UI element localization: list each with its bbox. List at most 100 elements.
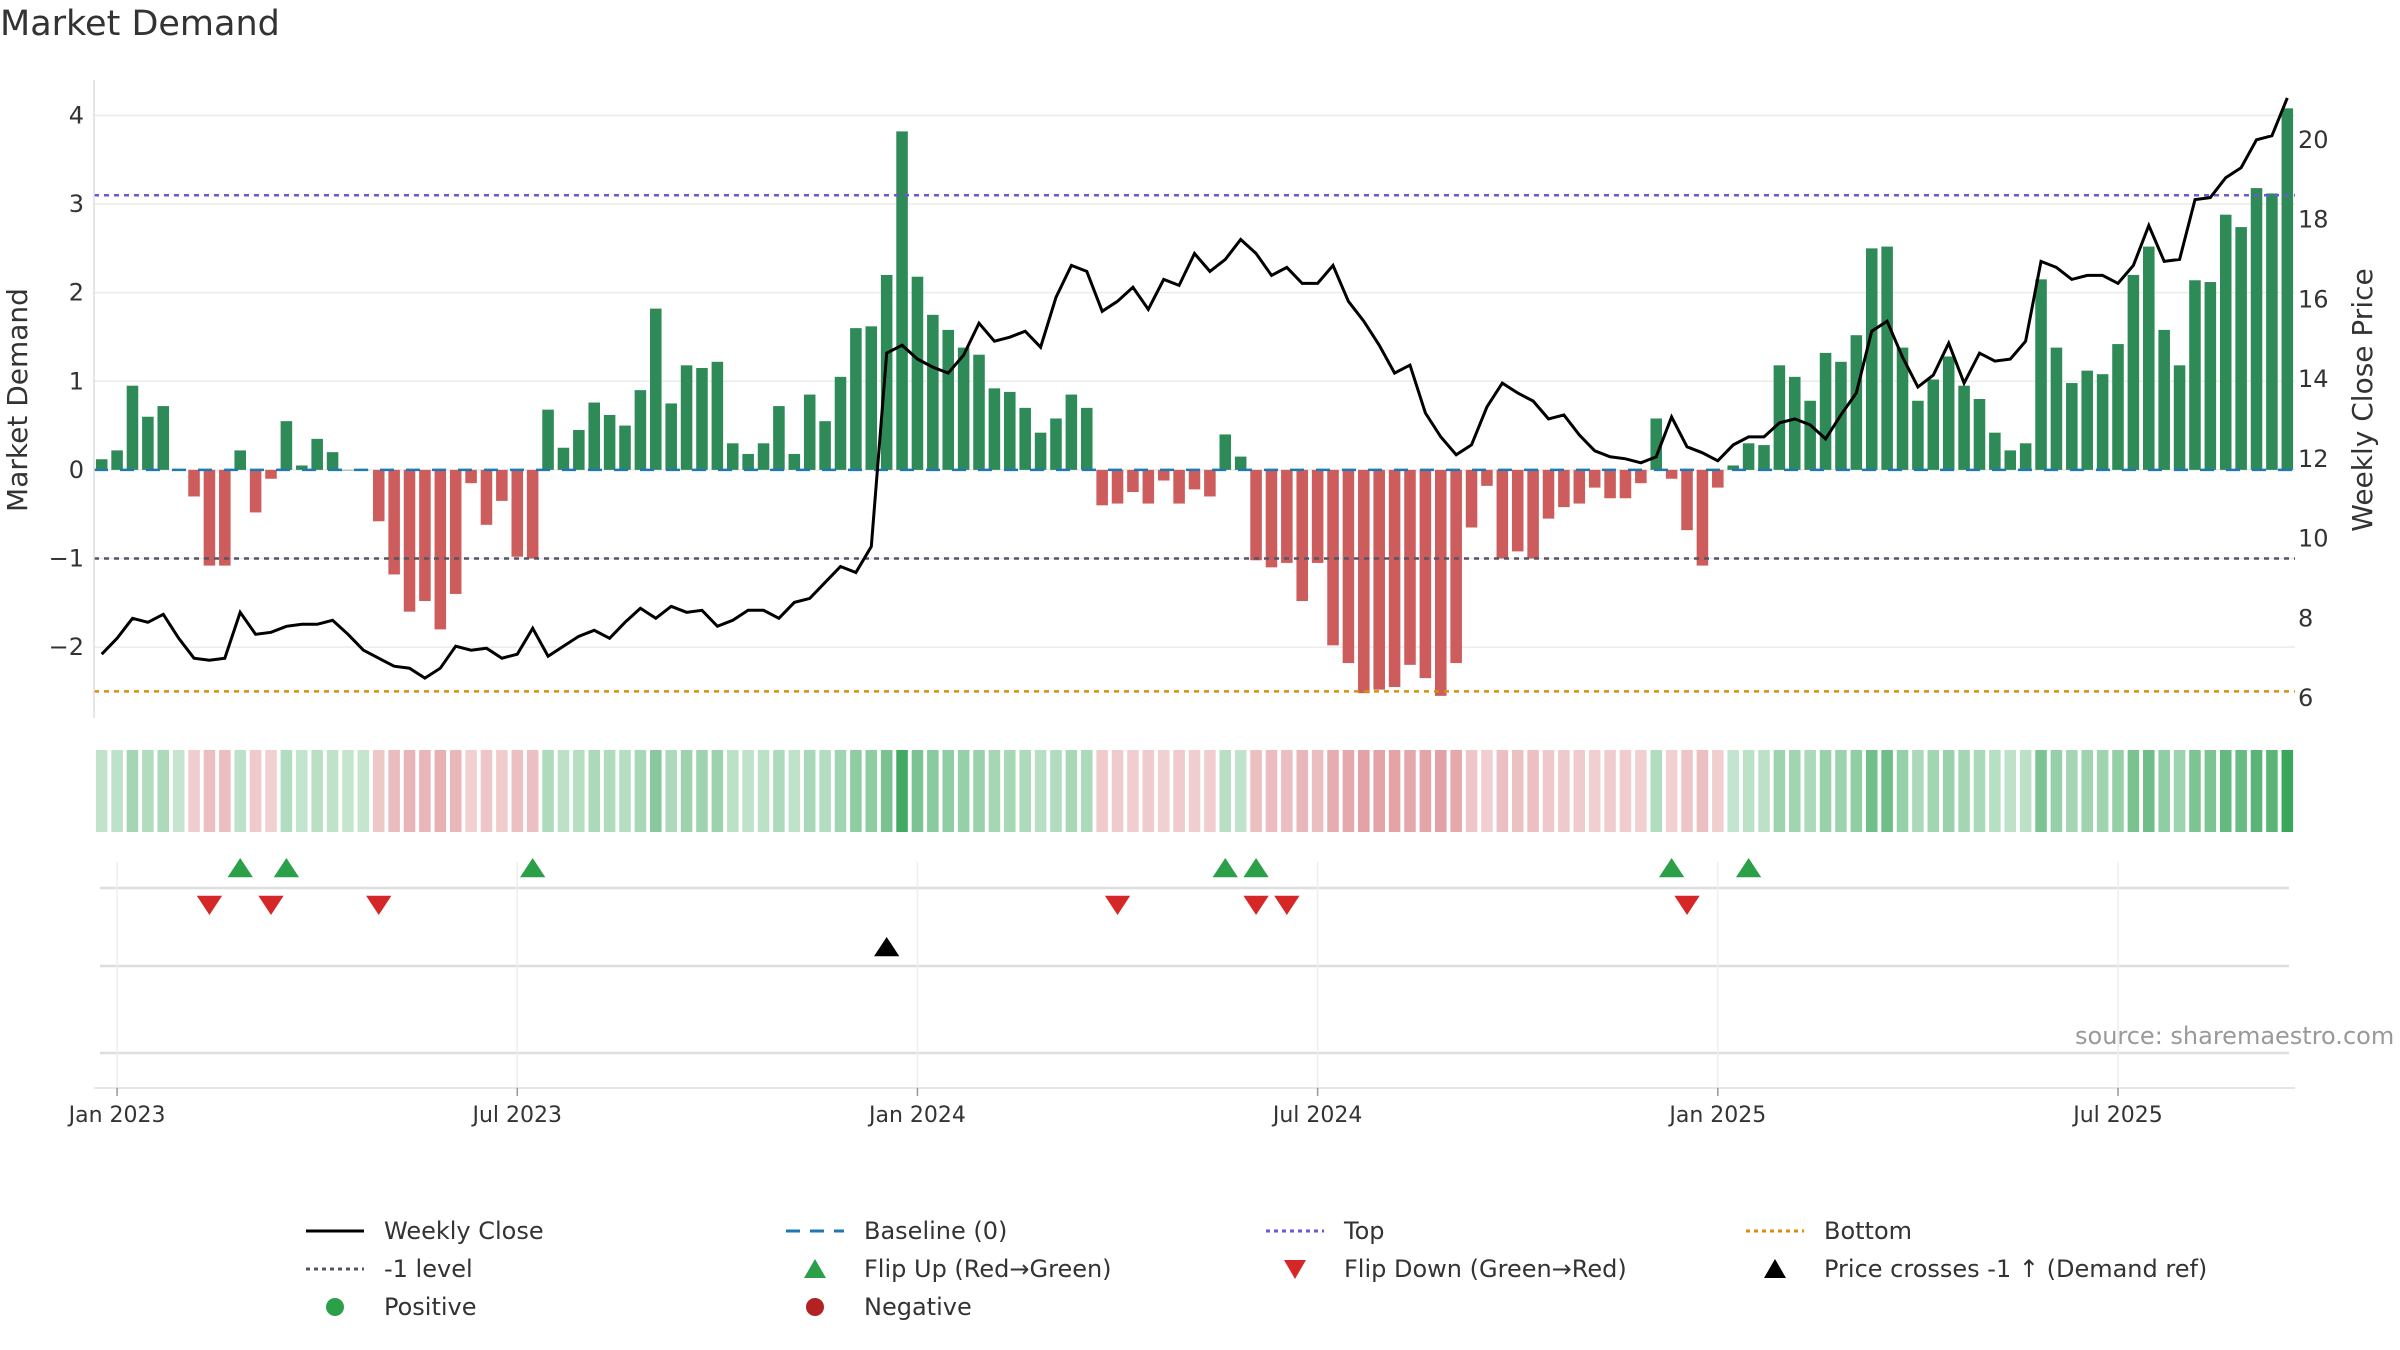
legend-symbol-icon — [300, 1219, 370, 1243]
strength-cell — [419, 750, 431, 832]
strength-cell — [788, 750, 801, 832]
strength-cell — [1527, 750, 1539, 832]
demand-bar — [650, 308, 662, 470]
strength-cell — [234, 750, 246, 832]
event-markers — [100, 858, 2289, 1092]
demand-bar — [1881, 246, 1893, 470]
strength-cell — [1804, 750, 1816, 832]
demand-bar — [1973, 399, 1986, 470]
demand-bar — [2127, 274, 2140, 470]
strength-cell — [1342, 750, 1355, 832]
demand-bar — [1419, 469, 1432, 679]
strength-strip — [95, 750, 2294, 832]
strength-cell — [742, 750, 754, 832]
demand-bar — [1188, 469, 1201, 490]
demand-bar — [2204, 282, 2217, 470]
demand-bar — [2250, 188, 2263, 470]
y2-tick-label: 18 — [2298, 206, 2329, 234]
demand-bar — [480, 469, 493, 525]
legend-label: -1 level — [384, 1255, 473, 1283]
demand-bar — [2066, 383, 2078, 470]
flip-down-marker — [1104, 895, 1131, 915]
legend-item: Top — [1260, 1217, 1740, 1245]
strength-cell — [834, 750, 847, 832]
strength-cell — [219, 750, 231, 832]
y2-tick-label: 20 — [2298, 126, 2329, 154]
strength-cell — [1496, 750, 1509, 832]
strength-cell — [927, 750, 939, 832]
strength-cell — [372, 750, 385, 832]
strength-cell — [1111, 750, 1124, 832]
strength-cell — [1727, 750, 1739, 832]
strength-cell — [496, 750, 508, 832]
strength-cell — [711, 750, 724, 832]
demand-bar — [1942, 356, 1955, 470]
strength-cell — [1635, 750, 1647, 832]
legend-label: Positive — [384, 1293, 477, 1321]
demand-bar — [1573, 469, 1586, 504]
strength-cell — [511, 750, 524, 832]
strength-cell — [2219, 750, 2232, 832]
demand-bar — [1327, 469, 1339, 646]
strength-cell — [126, 750, 139, 832]
strength-cell — [1250, 750, 1262, 832]
demand-bar — [1404, 469, 1416, 665]
y-tick-label: 3 — [69, 190, 84, 218]
legend-item: Negative — [780, 1293, 1260, 1321]
strength-cell — [819, 750, 831, 832]
demand-bar — [1050, 418, 1062, 470]
y-tick-label: 0 — [69, 456, 84, 484]
strength-cell — [850, 750, 862, 832]
strength-cell — [726, 750, 739, 832]
demand-bar — [142, 416, 154, 470]
demand-bar — [1850, 335, 1863, 470]
strength-cell — [880, 750, 893, 832]
y-tick-label: −1 — [49, 545, 84, 573]
demand-bar — [1219, 434, 1232, 470]
strength-cell — [2127, 750, 2140, 832]
demand-bar — [927, 314, 939, 470]
demand-bar — [1527, 469, 1539, 559]
chart-title: Market Demand — [0, 4, 280, 44]
strength-cell — [1450, 750, 1462, 832]
demand-bar — [1111, 469, 1124, 504]
y-tick-label: 1 — [69, 367, 84, 395]
demand-bar — [342, 469, 354, 471]
x-tick-label: Jul 2024 — [1271, 1103, 1363, 1128]
x-axis: Jan 2023 Jul 2023 Jan 2024 Jul 2024 Jan 2025… — [67, 1087, 2295, 1128]
demand-bar — [1958, 385, 1970, 470]
demand-bar — [2266, 193, 2278, 470]
strength-cell — [1188, 750, 1201, 832]
demand-bar — [511, 469, 524, 557]
demand-bar — [788, 453, 801, 470]
strength-cell — [1234, 750, 1247, 832]
strength-cell — [2204, 750, 2217, 832]
strength-cell — [2019, 750, 2032, 832]
strength-cell — [1034, 750, 1047, 832]
flip-up-marker — [1658, 858, 1685, 878]
strength-cell — [2143, 750, 2155, 832]
strength-cell — [1127, 750, 1139, 832]
demand-bar — [219, 469, 231, 566]
demand-bar — [434, 469, 447, 630]
strength-cell — [680, 750, 693, 832]
demand-bar — [1804, 400, 1816, 470]
demand-bar — [942, 329, 955, 470]
x-tick-label: Jan 2025 — [1667, 1103, 1766, 1128]
strength-cell — [1096, 750, 1108, 832]
demand-bar — [1311, 469, 1324, 563]
strength-cell — [1758, 750, 1770, 832]
legend-item: -1 level — [300, 1255, 780, 1283]
demand-bar — [2189, 280, 2201, 470]
strength-cell — [1588, 750, 1601, 832]
legend-symbol-icon — [780, 1219, 850, 1243]
strength-cell — [1558, 750, 1570, 832]
demand-bar — [1127, 469, 1139, 493]
strength-cell — [1850, 750, 1863, 832]
strength-cell — [988, 750, 1001, 832]
strength-cell — [557, 750, 570, 832]
strength-cell — [573, 750, 585, 832]
legend-symbol-icon — [1260, 1219, 1330, 1243]
demand-bar — [311, 438, 323, 470]
